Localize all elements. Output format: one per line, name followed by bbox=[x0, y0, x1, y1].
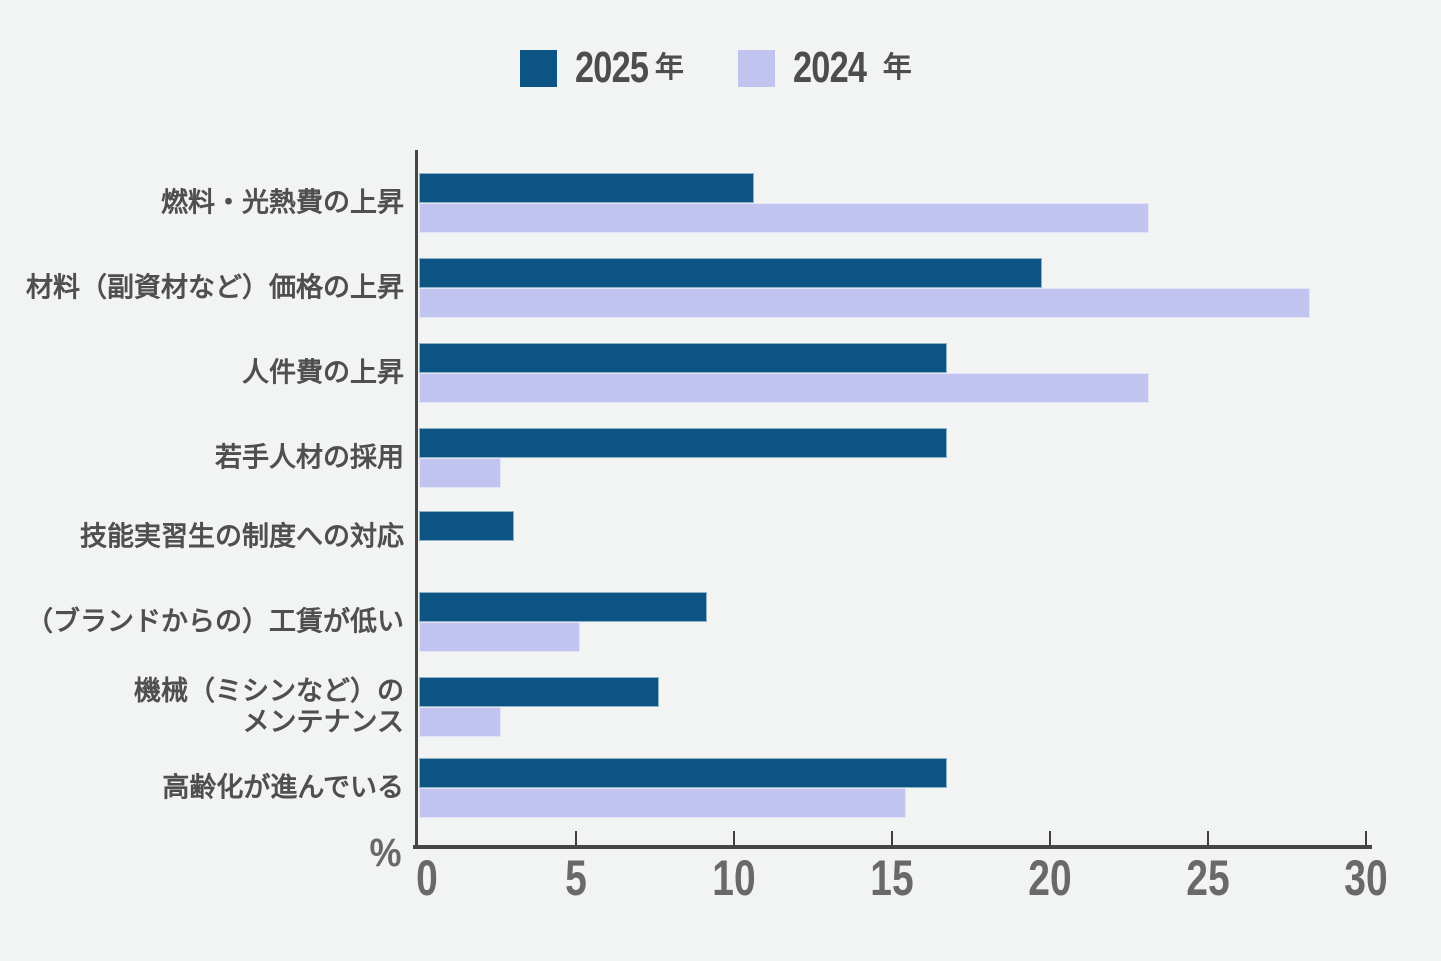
bar-2025 bbox=[419, 592, 707, 622]
legend-swatch-2024 bbox=[737, 49, 775, 87]
x-tick-label: 10 bbox=[712, 850, 756, 906]
x-tick bbox=[733, 831, 735, 845]
legend-item-2024: 2024 年 bbox=[737, 43, 912, 92]
bar-2024 bbox=[419, 707, 501, 737]
category-label: 高齢化が進んでいる bbox=[162, 772, 404, 803]
x-tick-label: 25 bbox=[1186, 850, 1230, 906]
x-tick-label: 5 bbox=[565, 850, 587, 906]
x-tick bbox=[891, 831, 893, 845]
x-axis-line bbox=[413, 845, 1372, 849]
bar-2024 bbox=[419, 373, 1149, 403]
legend-label-2024: 2024 bbox=[792, 43, 867, 92]
bar-2024 bbox=[419, 203, 1149, 233]
legend-item-2025: 2025 年 bbox=[520, 46, 684, 90]
bar-2025 bbox=[419, 511, 514, 541]
x-axis-unit-label: % bbox=[369, 831, 402, 875]
legend: 2025 年 2024 年 bbox=[520, 44, 912, 92]
x-tick-label: 0 bbox=[416, 850, 438, 906]
bar-2024 bbox=[419, 288, 1310, 318]
bar-2025 bbox=[419, 343, 947, 373]
category-label: 若手人材の採用 bbox=[215, 442, 404, 473]
category-label: 燃料・光熱費の上昇 bbox=[161, 187, 404, 218]
category-label: 機械（ミシンなど）の メンテナンス bbox=[134, 676, 404, 737]
bar-2025 bbox=[419, 258, 1042, 288]
bar-2025 bbox=[419, 173, 754, 203]
bar-2024 bbox=[419, 788, 906, 818]
x-tick-label: 15 bbox=[870, 850, 914, 906]
x-tick-label: 20 bbox=[1028, 850, 1072, 906]
bar-2024 bbox=[419, 622, 580, 652]
y-axis-line bbox=[415, 150, 418, 849]
bar-2025 bbox=[419, 428, 947, 458]
x-tick bbox=[1365, 831, 1367, 845]
x-tick bbox=[1207, 831, 1209, 845]
category-label: 人件費の上昇 bbox=[242, 357, 404, 388]
x-tick bbox=[575, 831, 577, 845]
category-label: （ブランドからの）工賃が低い bbox=[26, 606, 404, 637]
legend-label-2025-suffix: 年 bbox=[654, 51, 684, 84]
legend-label-2025: 2025 bbox=[575, 43, 649, 92]
bar-2025 bbox=[419, 677, 659, 707]
bar-2024 bbox=[419, 458, 501, 488]
x-tick-label: 30 bbox=[1344, 850, 1388, 906]
category-label: 材料（副資材など）価格の上昇 bbox=[26, 272, 404, 303]
category-label: 技能実習生の制度への対応 bbox=[80, 521, 404, 552]
legend-label-2024-suffix: 年 bbox=[882, 51, 912, 84]
x-tick bbox=[1049, 831, 1051, 845]
legend-swatch-2025 bbox=[520, 49, 557, 87]
bar-2025 bbox=[419, 758, 947, 788]
